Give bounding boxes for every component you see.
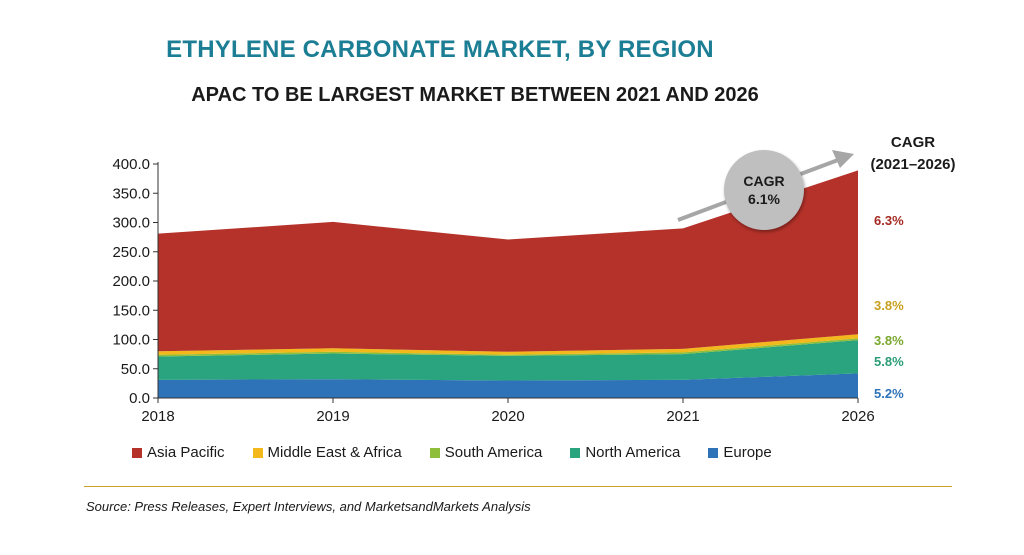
cagr-value-north-america: 5.8% [874,354,904,369]
cagr-bubble-label: CAGR [743,173,785,189]
cagr-value-asia-pacific: 6.3% [874,213,904,228]
legend-swatch [708,447,719,458]
y-tick-label: 350.0 [112,185,150,202]
legend-swatch [429,447,440,458]
cagr-arrow-head [832,150,854,168]
cagr-value-middle-east-africa: 3.8% [874,298,904,313]
x-tick-label: 2018 [141,408,174,425]
legend-label: Asia Pacific [147,444,225,461]
area-south-america [158,338,858,357]
legend-label: Europe [723,444,772,461]
legend-item: South America [429,444,543,461]
legend-item: Asia Pacific [132,444,225,461]
legend-item: North America [570,444,680,461]
cagr-bubble-value: 6.1% [748,191,780,207]
area-europe [158,373,858,398]
legend-swatch [252,447,263,458]
legend-item: Middle East & Africa [252,444,402,461]
legend-swatch [132,447,142,458]
y-tick-label: 150.0 [112,302,150,319]
area-asia-pacific [158,170,858,352]
y-tick-label: 200.0 [112,273,150,290]
cagr-heading: CAGR (2021–2026) [858,132,968,176]
y-tick-label: 100.0 [112,332,150,349]
legend-label: North America [585,444,681,461]
axes-group: 0.0 50.0 100.0 150.0 200.0 250.0 300.0 350.0 400… [112,156,874,425]
cagr-bubble: CAGR 6.1% [724,150,804,230]
legend-item: Europe [708,444,772,461]
area-north-america [158,340,858,381]
y-tick-label: 250.0 [112,244,150,261]
y-tick-label: 300.0 [112,215,150,232]
cagr-value-south-america: 3.8% [874,333,904,348]
x-tick-label: 2020 [491,408,524,425]
y-tick-label: 400.0 [112,156,150,173]
legend: Asia Pacific Middle East & Africa South Am… [132,444,800,461]
x-tick-label: 2026 [841,408,874,425]
y-tick-label: 50.0 [121,361,150,378]
chart-subtitle: APAC TO BE LARGEST MARKET BETWEEN 2021 A… [191,84,759,106]
legend-label: Middle East & Africa [267,444,402,461]
area-series-group [158,170,858,398]
x-tick-label: 2021 [666,408,699,425]
chart-title: ETHYLENE CARBONATE MARKET, BY REGION [166,36,714,63]
x-tick-label: 2019 [316,408,349,425]
divider-line [84,486,952,487]
cagr-value-europe: 5.2% [874,386,904,401]
cagr-heading-line2: (2021–2026) [870,156,956,173]
cagr-heading-line1: CAGR [890,134,936,151]
y-tick-label: 0.0 [129,390,150,407]
legend-label: South America [444,444,543,461]
source-note: Source: Press Releases, Expert Interview… [86,499,531,514]
legend-swatch [570,447,581,458]
area-middle-east-africa [158,334,858,355]
